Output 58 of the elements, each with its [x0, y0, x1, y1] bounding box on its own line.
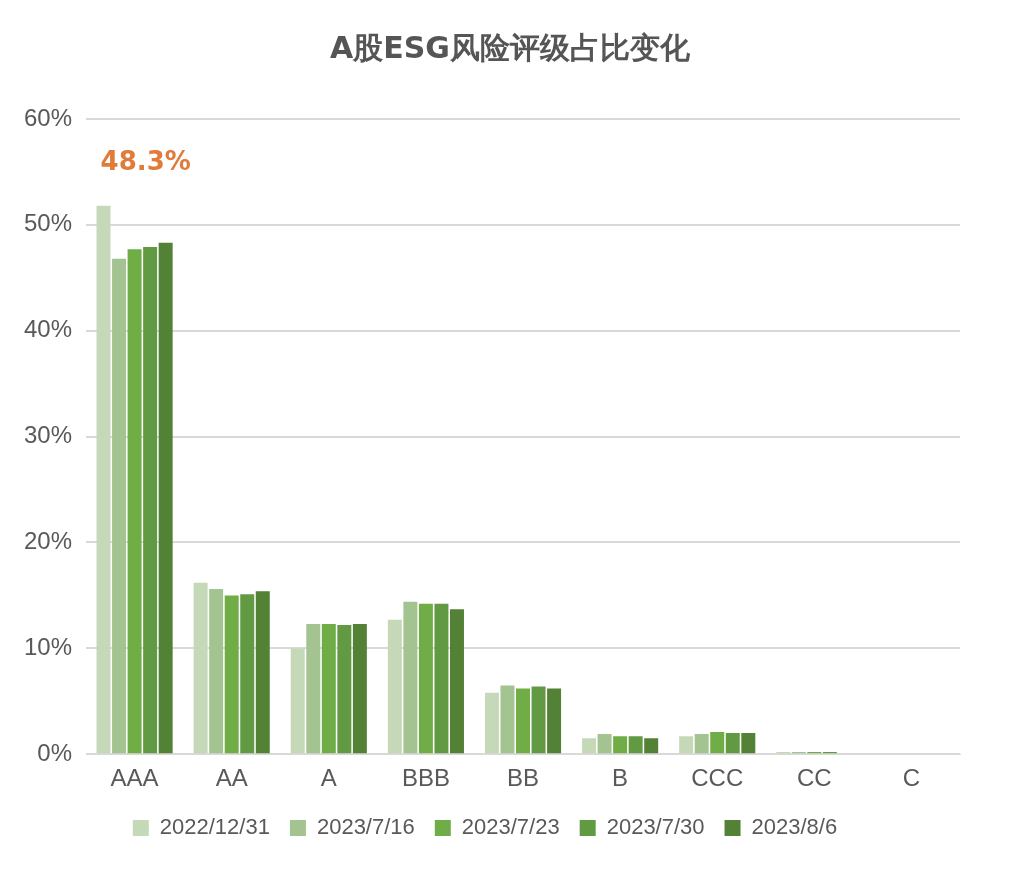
x-tick-label: B	[612, 764, 629, 792]
legend-label: 2023/7/30	[606, 814, 705, 840]
y-tick-label: 20%	[23, 527, 73, 555]
y-tick-label: 50%	[23, 209, 73, 237]
x-tick-label: CC	[797, 764, 832, 792]
bar	[143, 247, 158, 754]
y-tick-label: 0%	[37, 738, 73, 766]
x-tick-label: A	[320, 764, 337, 792]
bar	[500, 685, 515, 754]
bar	[710, 731, 725, 754]
bar	[387, 619, 402, 754]
bar	[112, 258, 127, 754]
legend-label: 2022/12/31	[159, 814, 270, 840]
y-tick-label: 60%	[23, 103, 73, 131]
data-label: 48.3%	[100, 145, 191, 176]
bar	[484, 692, 499, 754]
bar	[679, 736, 694, 754]
bar	[516, 688, 531, 754]
bar	[547, 688, 562, 754]
bar	[306, 623, 321, 754]
bar	[224, 595, 239, 754]
x-tick-label: BB	[507, 764, 540, 792]
bar	[644, 738, 659, 754]
x-tick-label: AA	[215, 764, 248, 792]
y-tick-label: 40%	[23, 315, 73, 343]
bar	[434, 603, 449, 754]
bar	[403, 601, 418, 754]
y-tick-label: 30%	[23, 421, 73, 449]
bar	[418, 603, 433, 754]
x-tick-label: CCC	[691, 764, 744, 792]
x-tick-label: C	[902, 764, 921, 792]
bar	[127, 249, 142, 754]
y-tick-label: 10%	[23, 632, 73, 660]
bar	[582, 738, 597, 754]
bar	[597, 734, 612, 754]
bar	[290, 648, 305, 754]
bar	[96, 205, 111, 754]
bar	[628, 736, 643, 754]
bar	[449, 609, 464, 754]
bar	[352, 623, 367, 754]
bar	[725, 733, 740, 754]
bar	[209, 589, 224, 754]
bar	[255, 591, 270, 754]
bar	[240, 594, 255, 754]
legend-label: 2023/8/6	[751, 814, 838, 840]
x-tick-label: AAA	[110, 764, 159, 792]
bar	[741, 733, 756, 754]
legend-label: 2023/7/16	[316, 814, 415, 840]
x-tick-label: BBB	[401, 764, 450, 792]
bar	[193, 582, 208, 754]
bar	[321, 623, 336, 754]
bar	[337, 625, 352, 754]
bar	[694, 734, 709, 754]
legend-label: 2023/7/23	[461, 814, 560, 840]
bar	[613, 736, 628, 754]
bar	[531, 686, 546, 754]
bar	[158, 242, 173, 754]
chart-title: A股ESG风险评级占比变化	[329, 29, 691, 67]
